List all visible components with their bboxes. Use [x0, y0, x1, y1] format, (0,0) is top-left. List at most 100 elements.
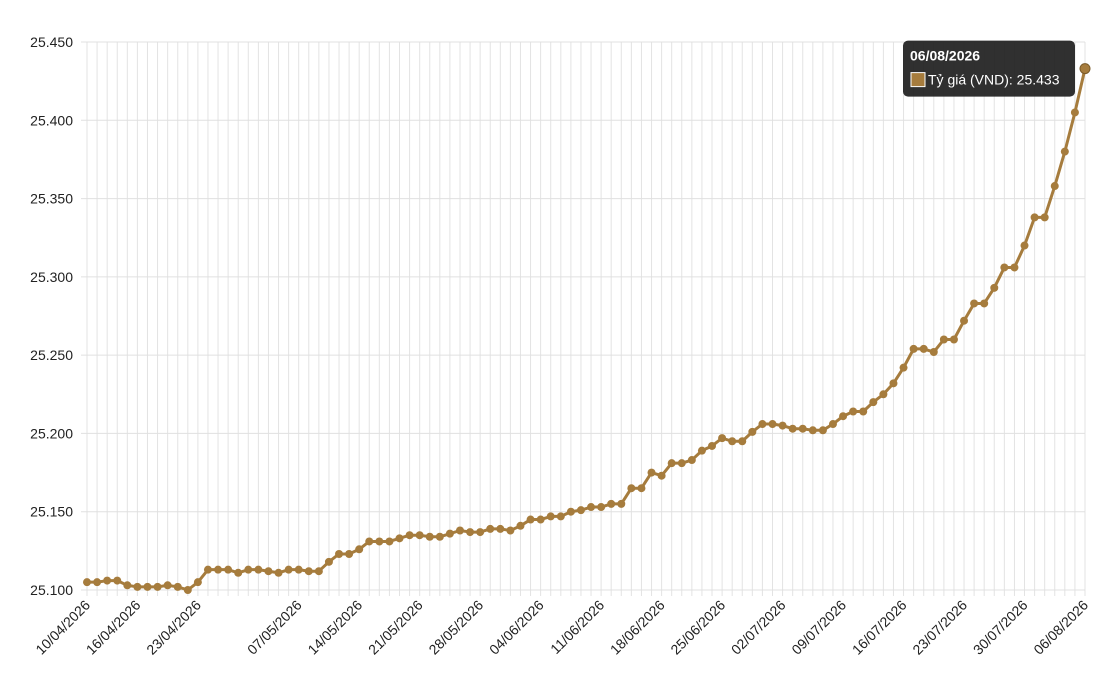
- data-point: [1020, 241, 1029, 250]
- tooltip-text: Tỷ giá (VND): 25.433: [928, 72, 1060, 88]
- x-tick-label: 09/07/2026: [788, 597, 849, 658]
- data-point: [808, 426, 817, 435]
- data-point: [143, 582, 152, 591]
- data-point: [556, 512, 565, 521]
- tooltip: 06/08/2026 Tỷ giá (VND): 25.433: [903, 40, 1075, 97]
- data-point: [637, 484, 646, 493]
- data-point: [970, 299, 979, 308]
- x-tick-label: 23/04/2026: [143, 597, 204, 658]
- data-point: [960, 316, 969, 325]
- data-point: [708, 441, 717, 450]
- data-point: [183, 586, 192, 594]
- data-point: [818, 426, 827, 435]
- x-tick-label: 28/05/2026: [425, 597, 486, 658]
- data-point: [677, 459, 686, 468]
- y-tick-label: 25.350: [30, 191, 73, 207]
- data-point: [284, 565, 293, 574]
- data-point: [83, 578, 91, 587]
- data-point: [768, 420, 777, 429]
- data-point: [1010, 263, 1019, 272]
- data-point: [103, 576, 112, 585]
- data-point: [647, 468, 656, 477]
- tooltip-title: 06/08/2026: [910, 48, 980, 64]
- data-point: [869, 398, 878, 407]
- y-tick-label: 25.150: [30, 504, 73, 520]
- data-point: [566, 507, 575, 516]
- data-point: [224, 565, 233, 574]
- data-point: [607, 499, 616, 508]
- data-point: [395, 534, 404, 543]
- data-point: [617, 499, 626, 508]
- data-point: [163, 581, 172, 590]
- data-point: [133, 582, 142, 591]
- data-point: [153, 582, 162, 591]
- data-point: [203, 565, 212, 574]
- y-tick-label: 25.300: [30, 269, 73, 285]
- series-line: [87, 68, 1087, 592]
- data-point: [294, 565, 303, 574]
- data-point: [113, 576, 122, 585]
- data-point: [657, 471, 666, 480]
- data-point: [345, 549, 354, 558]
- y-tick-label: 25.450: [30, 34, 73, 50]
- data-point: [1000, 263, 1009, 272]
- data-point: [536, 515, 545, 524]
- data-point: [264, 567, 273, 576]
- data-point: [849, 407, 858, 416]
- data-point: [405, 531, 414, 540]
- data-point: [980, 299, 989, 308]
- data-point: [486, 524, 495, 533]
- data-point: [788, 424, 797, 433]
- data-point: [587, 503, 596, 512]
- data-point: [919, 344, 928, 353]
- data-point: [748, 427, 757, 436]
- data-point: [435, 532, 444, 541]
- data-point: [93, 578, 102, 587]
- y-tick-label: 25.100: [30, 582, 73, 598]
- x-tick-label: 14/05/2026: [304, 597, 365, 658]
- data-point: [576, 506, 585, 515]
- x-tick-label: 23/07/2026: [909, 597, 970, 658]
- data-point: [546, 512, 555, 521]
- data-point: [697, 446, 706, 455]
- data-point: [798, 424, 807, 433]
- data-point: [355, 545, 364, 554]
- data-point: [990, 283, 999, 292]
- data-point: [314, 567, 323, 576]
- data-point: [193, 578, 202, 587]
- x-tick-label: 16/07/2026: [849, 597, 910, 658]
- data-point: [778, 421, 787, 430]
- data-point: [627, 484, 636, 493]
- data-point: [879, 390, 888, 399]
- data-point: [1060, 147, 1069, 156]
- x-tick-label: 06/08/2026: [1030, 597, 1091, 658]
- data-point: [506, 526, 515, 535]
- data-point: [597, 503, 606, 512]
- data-point: [738, 437, 747, 446]
- data-point: [466, 528, 475, 537]
- data-point: [234, 568, 243, 577]
- data-point: [929, 348, 938, 357]
- tooltip-swatch: [910, 72, 926, 88]
- data-point: [425, 532, 434, 541]
- data-point: [949, 335, 958, 344]
- data-point: [687, 456, 696, 465]
- data-point: [1070, 108, 1079, 117]
- data-point: [1050, 182, 1059, 191]
- hover-point: [1079, 63, 1091, 75]
- data-point: [214, 565, 223, 574]
- data-point: [889, 379, 898, 388]
- x-tick-label: 21/05/2026: [365, 597, 426, 658]
- y-tick-label: 25.250: [30, 347, 73, 363]
- data-point: [909, 344, 918, 353]
- data-point: [758, 420, 767, 429]
- data-point: [173, 582, 182, 591]
- data-point: [859, 407, 868, 416]
- data-point: [415, 531, 424, 540]
- data-point: [718, 434, 727, 443]
- data-point: [385, 537, 394, 546]
- data-point: [365, 537, 374, 546]
- data-point: [254, 565, 263, 574]
- data-point: [667, 459, 676, 468]
